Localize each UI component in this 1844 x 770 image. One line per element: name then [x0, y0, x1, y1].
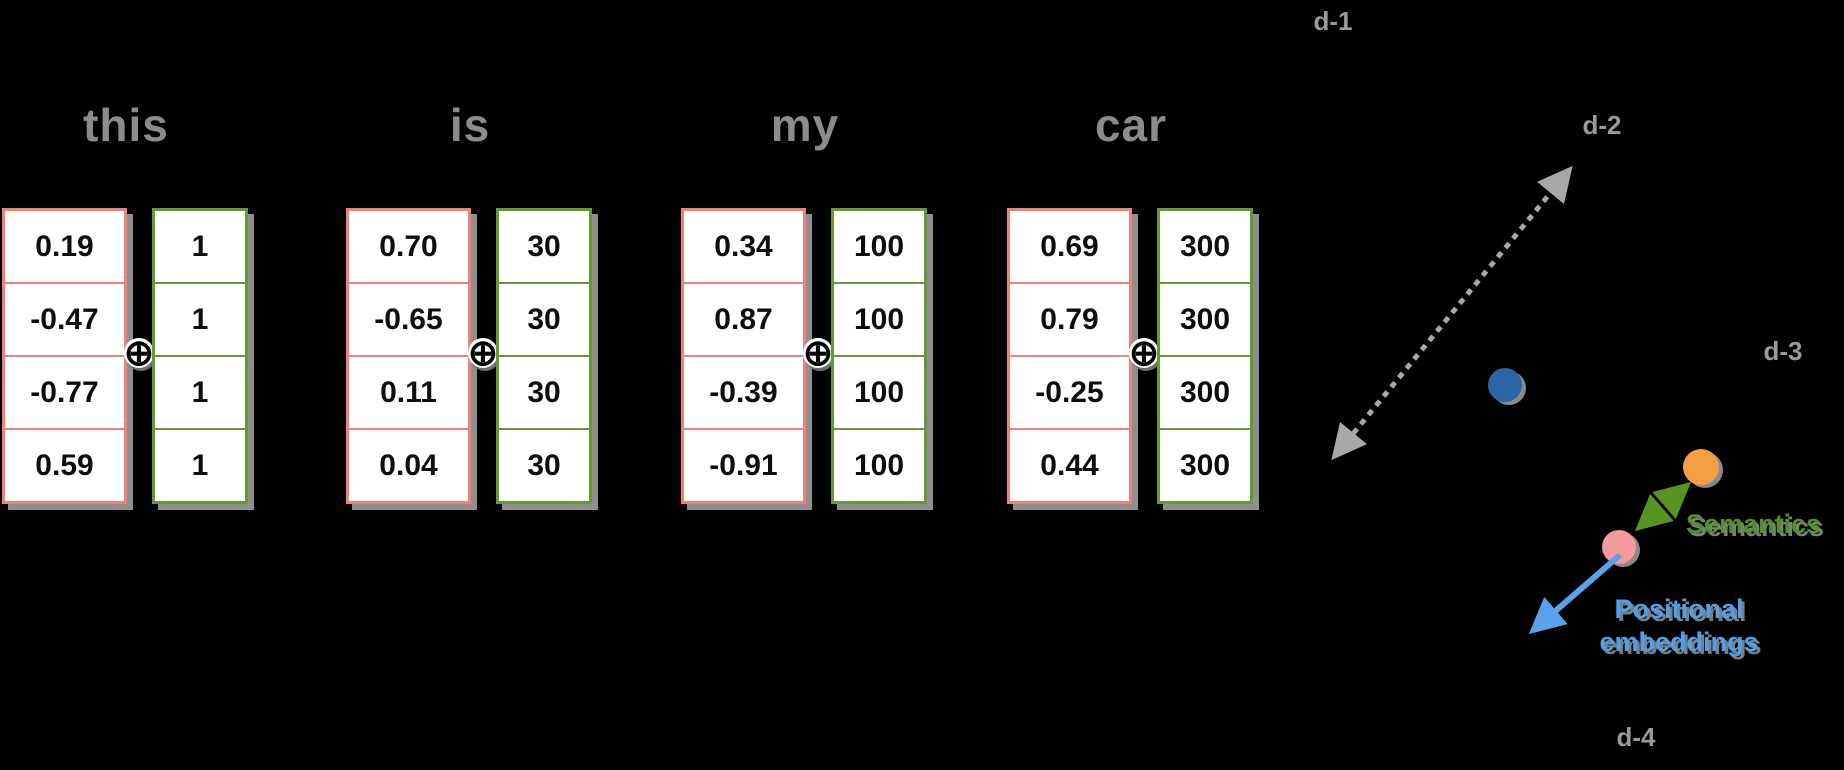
- vector-cell: 300: [1160, 357, 1250, 430]
- vector-cell: -0.47: [5, 284, 124, 357]
- vector-cell: 0.69: [1010, 211, 1129, 284]
- vector-cell: 0.34: [684, 211, 803, 284]
- plus-glyph: ⊕: [467, 332, 499, 373]
- plus-operator-icon: ⊕: [467, 332, 499, 373]
- vector-cell: 0.04: [349, 430, 468, 501]
- word-label: is: [449, 99, 491, 151]
- vector-cell: 100: [834, 357, 924, 430]
- word-label: my: [770, 99, 840, 151]
- vector-cell: 1: [155, 284, 245, 357]
- axis-label-d4: d-4: [1616, 722, 1656, 752]
- vector-cell: 100: [834, 430, 924, 501]
- axis-label-d3: d-3: [1763, 336, 1803, 366]
- vector-cell: 300: [1160, 430, 1250, 501]
- vector-cell: 0.87: [684, 284, 803, 357]
- positional-embeddings-annotation: Positional embeddings: [1588, 593, 1770, 659]
- positional-annotation-line1: Positional: [1614, 594, 1744, 624]
- plus-operator-icon: ⊕: [123, 332, 155, 373]
- axis-label-d2: d-2: [1582, 110, 1622, 140]
- vector-cell: 1: [155, 430, 245, 501]
- plus-operator-icon: ⊕: [1128, 332, 1160, 373]
- positional-embedding-vector: 300 300 300 300: [1157, 208, 1253, 504]
- vector-cell: 30: [499, 211, 589, 284]
- semantics-annotation: Semantics: [1686, 509, 1822, 539]
- orange-word-dot: [1683, 449, 1719, 485]
- vector-cell: 300: [1160, 211, 1250, 284]
- word-column-this: this 0.19 -0.47 -0.77 0.59 ⊕ 1 1 1 1: [2, 0, 250, 520]
- word-label: car: [1094, 99, 1168, 151]
- positional-embedding-vector: 100 100 100 100: [831, 208, 927, 504]
- word-column-car: car 0.69 0.79 -0.25 0.44 ⊕ 300 300 300 3…: [1007, 0, 1255, 520]
- word-column-my: my 0.34 0.87 -0.39 -0.91 ⊕ 100 100 100 1…: [681, 0, 929, 520]
- positional-annotation-line2: embeddings: [1599, 627, 1759, 657]
- word-label: this: [83, 99, 169, 151]
- pink-word-dot: [1602, 530, 1636, 564]
- plus-operator-icon: ⊕: [802, 332, 834, 373]
- vector-cell: 0.70: [349, 211, 468, 284]
- blue-word-dot: [1488, 368, 1522, 402]
- vector-cell: -0.39: [684, 357, 803, 430]
- vector-cell: -0.65: [349, 284, 468, 357]
- vector-cell: 300: [1160, 284, 1250, 357]
- vector-cell: 0.19: [5, 211, 124, 284]
- vector-cell: 0.11: [349, 357, 468, 430]
- positional-embedding-vector: 1 1 1 1: [152, 208, 248, 504]
- vector-cell: 1: [155, 211, 245, 284]
- vector-cell: 30: [499, 284, 589, 357]
- vector-cell: -0.77: [5, 357, 124, 430]
- vector-cell: 1: [155, 357, 245, 430]
- vector-cell: -0.25: [1010, 357, 1129, 430]
- vector-cell: 0.44: [1010, 430, 1129, 501]
- semantic-embedding-vector: 0.34 0.87 -0.39 -0.91: [681, 208, 806, 504]
- plus-glyph: ⊕: [123, 332, 155, 373]
- positional-embedding-arrow: [1528, 552, 1622, 635]
- word-column-is: is 0.70 -0.65 0.11 0.04 ⊕ 30 30 30 30: [346, 0, 594, 520]
- plus-glyph: ⊕: [802, 332, 834, 373]
- vector-cell: -0.91: [684, 430, 803, 501]
- semantics-arrow: [1634, 481, 1692, 532]
- embedding-space-diagram: [1331, 165, 1723, 635]
- plus-glyph: ⊕: [1128, 332, 1160, 373]
- dashed-axis-arrow: [1331, 165, 1573, 461]
- vector-cell: 0.59: [5, 430, 124, 501]
- vector-cell: 30: [499, 357, 589, 430]
- vector-cell: 100: [834, 284, 924, 357]
- semantic-embedding-vector: 0.69 0.79 -0.25 0.44: [1007, 208, 1132, 504]
- positional-embedding-vector: 30 30 30 30: [496, 208, 592, 504]
- axis-label-d1: d-1: [1313, 6, 1353, 36]
- vector-cell: 30: [499, 430, 589, 501]
- semantic-embedding-vector: 0.70 -0.65 0.11 0.04: [346, 208, 471, 504]
- semantic-embedding-vector: 0.19 -0.47 -0.77 0.59: [2, 208, 127, 504]
- vector-cell: 0.79: [1010, 284, 1129, 357]
- vector-cell: 100: [834, 211, 924, 284]
